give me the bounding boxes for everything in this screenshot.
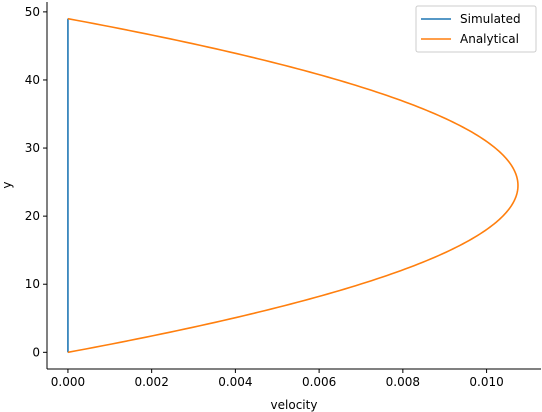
legend-label-simulated: Simulated	[460, 12, 521, 26]
series-layer	[67, 17, 519, 354]
y-tick-label: 10	[25, 277, 40, 291]
y-axis-label: y	[0, 181, 14, 188]
y-tick-label: 50	[25, 5, 40, 19]
x-tick-label: 0.000	[51, 375, 85, 389]
y-tick-label: 30	[25, 141, 40, 155]
legend-frame	[415, 5, 537, 53]
series-line-analytical	[67, 17, 519, 354]
legend: Simulated Analytical	[415, 5, 537, 53]
x-tick-label: 0.006	[302, 375, 336, 389]
y-tick-label: 0	[32, 345, 40, 359]
x-tick-label: 0.004	[218, 375, 252, 389]
x-tick-label: 0.002	[134, 375, 168, 389]
y-tick-label: 20	[25, 209, 40, 223]
x-tick-label: 0.010	[469, 375, 503, 389]
legend-label-analytical: Analytical	[460, 32, 519, 46]
x-axis-label: velocity	[271, 398, 318, 412]
y-tick-label: 40	[25, 73, 40, 87]
x-tick-label: 0.008	[386, 375, 420, 389]
x-ticks: 0.000 0.002 0.004 0.006 0.008 0.010	[51, 369, 504, 389]
y-ticks: 0 10 20 30 40 50	[25, 5, 47, 359]
